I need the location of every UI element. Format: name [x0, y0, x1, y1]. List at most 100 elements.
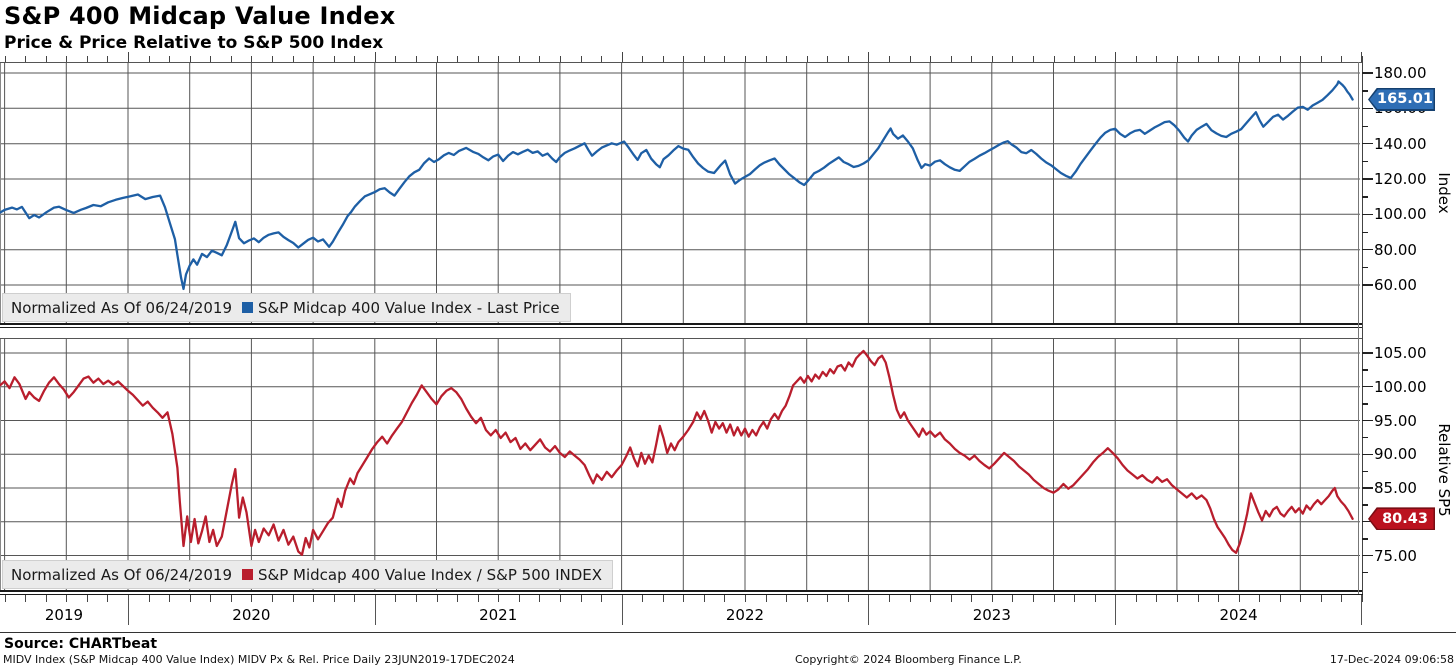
- y-axis-minor-tick: [1362, 470, 1368, 473]
- y-axis-tick: [1362, 248, 1373, 251]
- price-legend: Normalized As Of 06/24/2019 S&P Midcap 4…: [2, 293, 571, 322]
- month-tick-bottom: [498, 594, 500, 602]
- y-axis-tick: [1362, 352, 1373, 354]
- chart-description: MIDV Index (S&P Midcap 400 Value Index) …: [3, 653, 515, 666]
- y-axis-tick: [1362, 107, 1373, 110]
- page-title: S&P 400 Midcap Value Index: [4, 2, 396, 30]
- year-tick-bottom: [1115, 594, 1117, 625]
- month-tick-top: [889, 56, 890, 62]
- timestamp: 17-Dec-2024 09:06:58: [1329, 653, 1454, 666]
- y-axis-tick: [1362, 213, 1373, 216]
- month-tick-top: [827, 56, 829, 62]
- month-tick-bottom: [1197, 594, 1199, 602]
- year-tick-top: [621, 52, 623, 62]
- month-tick-bottom: [313, 594, 315, 602]
- y-axis-minor-tick: [1362, 160, 1368, 163]
- month-tick-bottom: [1300, 594, 1302, 602]
- month-tick-bottom: [662, 594, 664, 602]
- month-tick-bottom: [559, 594, 561, 602]
- month-tick-top: [580, 56, 582, 62]
- y-axis-tick: [1362, 453, 1373, 455]
- month-tick-bottom: [827, 594, 829, 602]
- y-axis-label: 105.00: [1374, 344, 1427, 362]
- year-label: 2023: [972, 606, 1011, 624]
- year-label: 2019: [44, 606, 84, 624]
- month-tick-bottom: [107, 594, 109, 602]
- month-tick-bottom: [971, 594, 973, 602]
- month-tick-top: [1320, 56, 1322, 62]
- y-axis-tick: [1362, 521, 1373, 523]
- month-tick-bottom: [1279, 594, 1281, 602]
- month-tick-bottom: [436, 594, 438, 602]
- y-axis-label: 100.00: [1374, 377, 1427, 396]
- month-tick-bottom: [66, 594, 68, 602]
- month-tick-top: [354, 56, 356, 62]
- month-tick-top: [539, 56, 541, 62]
- month-tick-top: [1259, 56, 1261, 62]
- month-tick-bottom: [1176, 594, 1178, 602]
- month-tick-top: [559, 56, 561, 62]
- month-tick-top: [272, 56, 273, 62]
- price-axis-title: Index: [1435, 172, 1453, 214]
- month-tick-top: [1094, 56, 1096, 62]
- month-tick-top: [230, 56, 232, 62]
- month-tick-top: [683, 56, 685, 62]
- month-tick-top: [395, 56, 397, 62]
- month-tick-top: [1012, 56, 1014, 62]
- month-tick-top: [1176, 56, 1178, 62]
- month-tick-top: [518, 56, 520, 62]
- month-tick-top: [1218, 56, 1219, 62]
- relative-panel-plot: [0, 338, 1360, 590]
- red-series-marker-icon: [242, 569, 253, 580]
- month-tick-bottom: [518, 594, 520, 602]
- month-tick-top: [25, 56, 27, 62]
- month-tick-bottom: [45, 594, 47, 602]
- month-tick-top: [1074, 56, 1076, 62]
- year-label: 2024: [1219, 606, 1258, 624]
- month-tick-top: [4, 56, 6, 62]
- month-tick-bottom: [683, 594, 685, 602]
- year-tick-bottom: [621, 594, 623, 625]
- top-panel-top-border: [0, 62, 1363, 63]
- month-tick-top: [847, 56, 849, 62]
- month-tick-bottom: [333, 594, 335, 602]
- month-tick-top: [86, 56, 88, 62]
- month-tick-bottom: [210, 594, 212, 602]
- month-tick-bottom: [642, 594, 644, 602]
- month-tick-bottom: [457, 594, 459, 602]
- top-panel-bottom-border2: [0, 326, 1363, 328]
- year-tick-top: [868, 52, 870, 62]
- month-tick-top: [1135, 56, 1137, 62]
- month-tick-top: [251, 56, 253, 62]
- month-tick-top: [1362, 56, 1363, 62]
- y-axis-label: 75.00: [1374, 546, 1417, 565]
- year-tick-top: [374, 52, 376, 62]
- y-axis-tick: [1362, 487, 1373, 489]
- y-axis-tick: [1362, 284, 1373, 286]
- month-tick-top: [210, 56, 212, 62]
- y-axis-minor-tick: [1362, 369, 1368, 371]
- relative-series-label: S&P Midcap 400 Value Index / S&P 500 IND…: [258, 565, 603, 584]
- month-tick-top: [745, 56, 746, 62]
- y-axis-label: 80.00: [1374, 240, 1417, 259]
- month-tick-top: [765, 56, 767, 62]
- month-tick-bottom: [230, 594, 232, 602]
- year-label: 2021: [479, 606, 518, 624]
- month-tick-top: [950, 56, 952, 62]
- month-tick-top: [477, 56, 479, 62]
- y-axis-tick: [1362, 419, 1373, 422]
- month-tick-bottom: [354, 594, 356, 602]
- month-tick-top: [1032, 56, 1034, 62]
- last-price-badge-index: 165.01: [1368, 87, 1435, 111]
- month-tick-bottom: [580, 594, 582, 602]
- month-tick-bottom: [1094, 594, 1096, 602]
- month-tick-top: [642, 56, 644, 62]
- month-tick-bottom: [930, 594, 932, 602]
- bottom-panel-bottom-border2: [0, 593, 1363, 595]
- month-tick-top: [1279, 56, 1281, 62]
- y-axis-minor-tick: [1362, 538, 1368, 540]
- page-subtitle: Price & Price Relative to S&P 500 Index: [4, 33, 384, 53]
- month-tick-top: [1300, 56, 1302, 62]
- y-axis-label: 95.00: [1374, 411, 1417, 430]
- month-tick-bottom: [703, 594, 705, 602]
